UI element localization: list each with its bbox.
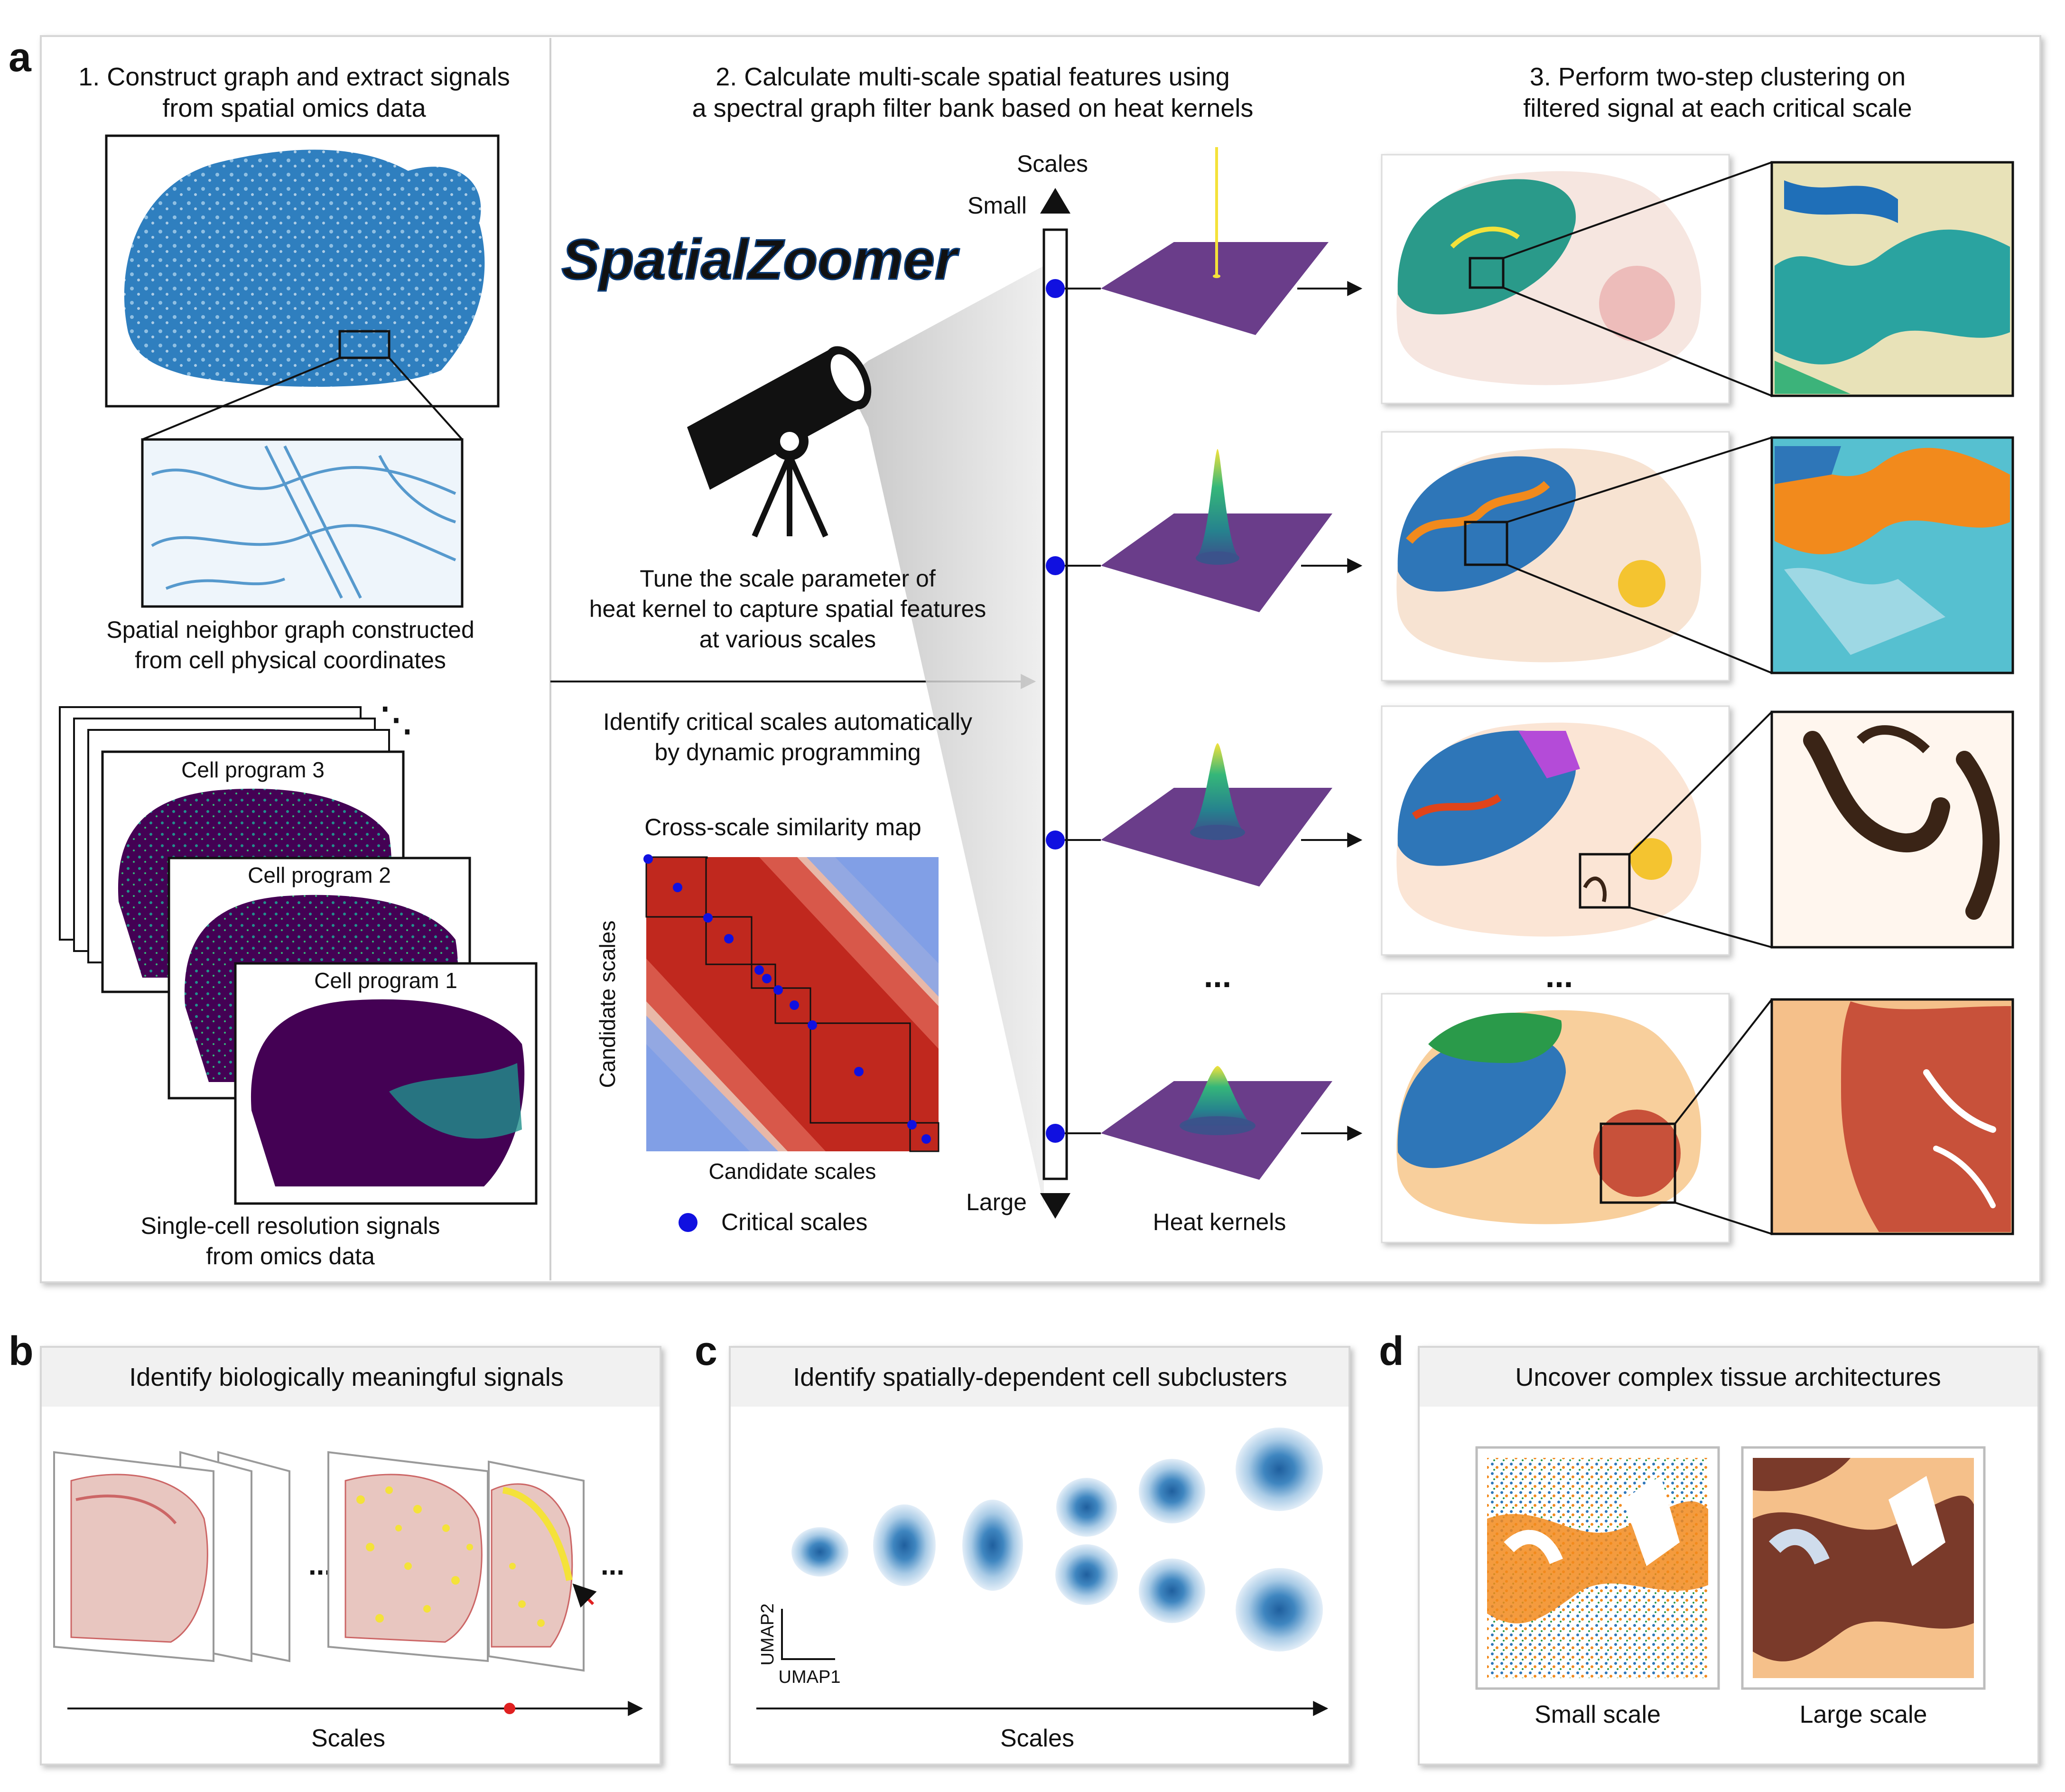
scale-bar: [1042, 228, 1068, 1180]
cluster-row-4: [1381, 993, 2014, 1243]
kernel-arrows: [1297, 281, 1363, 1141]
zoom-line-right: [388, 357, 463, 440]
panel-c: c Identify spatially-dependent cell subc…: [695, 1328, 1350, 1765]
identify-line1: Identify critical scales automatically: [603, 709, 972, 735]
kernels-label: Heat kernels: [1153, 1209, 1286, 1235]
step2-title-line2: a spectral graph filter bank based on he…: [692, 94, 1254, 122]
heat-kernel-3: [1101, 743, 1332, 887]
panel-c-header: [731, 1348, 1349, 1407]
map-ylabel: Candidate scales: [595, 921, 620, 1088]
umap-ylabel: UMAP2: [758, 1604, 778, 1666]
panel-b-ellipsis-2: ...: [601, 1549, 624, 1581]
legend-dot: [679, 1213, 698, 1232]
heat-kernel-4: [1101, 1066, 1332, 1180]
kernel-ellipsis: ...: [1204, 957, 1231, 994]
large-label: Large: [966, 1189, 1027, 1215]
zoom-line-left: [142, 357, 340, 440]
step2-column: 2. Calculate multi-scale spatial feature…: [561, 63, 1363, 1235]
panel-b-axis-label: Scales: [311, 1725, 385, 1752]
graph-zoom-edges: [151, 445, 456, 599]
large-scale-image: [1741, 1446, 1986, 1690]
small-arrowhead: [1040, 188, 1070, 214]
heat-kernel-1: [1101, 147, 1329, 335]
program-image-1: [251, 999, 525, 1186]
scale-bar-ticks: [1065, 288, 1101, 1134]
panel-b-header: [42, 1348, 660, 1407]
step1-title-line2: from spatial omics data: [162, 94, 426, 122]
large-scale-caption: Large scale: [1800, 1701, 1927, 1728]
panel-d-header: [1420, 1348, 2037, 1407]
large-arrowhead: [1040, 1193, 1070, 1219]
panel-d: d Uncover complex tissue architectures S…: [1379, 1328, 2039, 1765]
step1-title-line1: 1. Construct graph and extract signals: [78, 63, 510, 91]
stack-ellipsis: ⋱: [380, 701, 413, 738]
signals-caption-line2: from omics data: [206, 1243, 375, 1269]
cluster-row-1: [1381, 154, 2014, 404]
umap-split-5: [1139, 1459, 1205, 1623]
panel-c-axis-label: Scales: [1000, 1725, 1074, 1752]
step3-title-line1: 3. Perform two-step clustering on: [1530, 63, 1906, 91]
cluster-row-2: [1381, 431, 2014, 681]
panel-b-axis-marker: [504, 1703, 515, 1714]
panel-a: a 1. Construct graph and extract signals…: [9, 35, 2041, 1283]
brain-highlight-1: [327, 1451, 489, 1662]
tissue-graph-image: [124, 149, 485, 387]
heat-kernel-2: [1101, 449, 1332, 612]
map-xlabel: Candidate scales: [709, 1159, 876, 1184]
spatialzoomer-logo: SpatialZoomer: [561, 228, 960, 291]
telescope-beam: [845, 266, 1044, 1205]
panel-c-title: Identify spatially-dependent cell subclu…: [793, 1363, 1287, 1391]
panel-d-title: Uncover complex tissue architectures: [1515, 1363, 1941, 1391]
panel-b: b Identify biologically meaningful signa…: [9, 1328, 661, 1765]
cluster-row-3: [1381, 705, 2014, 956]
umap-density-series: [791, 1428, 1323, 1652]
scale-bar-dots: [1046, 279, 1065, 1143]
panel-c-letter: c: [695, 1328, 717, 1374]
program-label-2: Cell program 2: [248, 863, 391, 887]
step2-title-line1: 2. Calculate multi-scale spatial feature…: [716, 63, 1230, 91]
program-label-3: Cell program 3: [181, 757, 325, 782]
program-label-1: Cell program 1: [314, 968, 457, 993]
cluster-ellipsis: ...: [1545, 957, 1573, 994]
graph-caption-line1: Spatial neighbor graph constructed: [106, 616, 474, 643]
umap-split-4: [1055, 1478, 1118, 1605]
graph-caption-line2: from cell physical coordinates: [135, 647, 446, 673]
tune-line2: heat kernel to capture spatial features: [589, 596, 986, 622]
similarity-blocks: [645, 856, 939, 1152]
panel-d-letter: d: [1379, 1328, 1404, 1374]
graph-zoom-frame: [141, 438, 464, 608]
umap-axes: [781, 1609, 835, 1660]
small-scale-image: [1475, 1446, 1720, 1690]
critical-scale-dots: [643, 854, 931, 1144]
similarity-map-title: Cross-scale similarity map: [644, 814, 921, 840]
brain-highlight-2: [488, 1460, 597, 1672]
step3-column: 3. Perform two-step clustering on filter…: [1381, 63, 2014, 1243]
identify-line2: by dynamic programming: [654, 739, 921, 765]
small-scale-caption: Small scale: [1535, 1701, 1661, 1728]
similarity-map: [643, 854, 939, 1152]
brain-stack-left: [53, 1451, 290, 1662]
umap-split-6: [1236, 1428, 1323, 1652]
tune-line3: at various scales: [699, 626, 876, 653]
program-card-1: Cell program 1: [234, 962, 538, 1205]
scales-label: Scales: [1017, 150, 1088, 177]
umap-xlabel: UMAP1: [779, 1667, 841, 1687]
step1-column: 1. Construct graph and extract signals f…: [59, 63, 538, 1269]
small-label: Small: [967, 192, 1027, 219]
panel-b-title: Identify biologically meaningful signals: [129, 1363, 564, 1391]
signals-caption-line1: Single-cell resolution signals: [141, 1213, 440, 1239]
tune-line1: Tune the scale parameter of: [640, 565, 936, 592]
telescope-icon: [687, 346, 872, 538]
step3-title-line2: filtered signal at each critical scale: [1523, 94, 1912, 122]
panel-b-letter: b: [9, 1328, 34, 1374]
zoom-box: [338, 330, 391, 359]
legend-label: Critical scales: [721, 1209, 867, 1235]
panel-a-letter: a: [9, 35, 32, 80]
